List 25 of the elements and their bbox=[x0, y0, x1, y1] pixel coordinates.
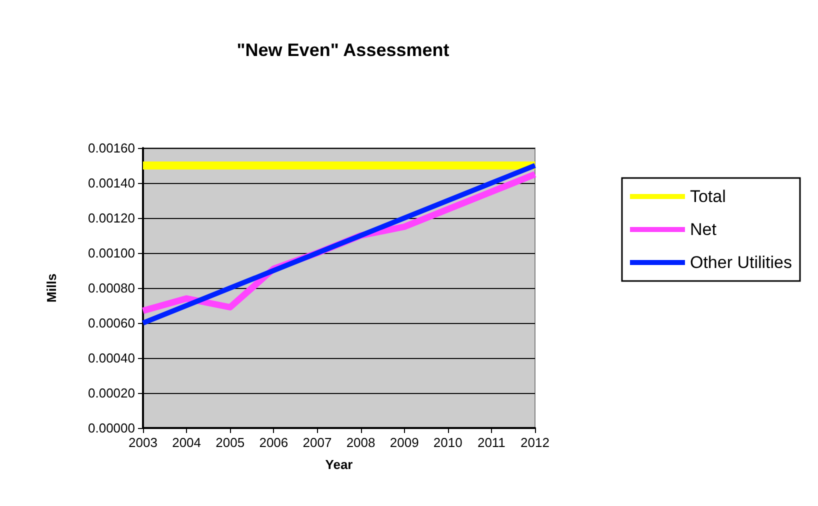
x-tick-label: 2005 bbox=[216, 435, 245, 450]
y-tick-label: 0.00040 bbox=[88, 350, 135, 366]
legend-label: Other Utilities bbox=[690, 253, 792, 272]
x-tick-label: 2012 bbox=[520, 435, 550, 450]
x-tick-label: 2010 bbox=[433, 435, 462, 450]
y-tick-label: 0.00120 bbox=[88, 210, 135, 226]
x-tick-label: 2011 bbox=[477, 435, 506, 450]
y-axis-title: Mills bbox=[44, 274, 59, 302]
x-tick-label: 2009 bbox=[390, 435, 419, 450]
x-tick-label: 2008 bbox=[346, 435, 376, 450]
chart-title: "New Even" Assessment bbox=[236, 40, 450, 60]
y-tick-label: 0.00020 bbox=[88, 386, 135, 400]
y-tick-label: 0.00080 bbox=[88, 280, 135, 296]
y-tick-label: 0.00140 bbox=[88, 176, 135, 190]
y-tick-label: 0.00060 bbox=[88, 316, 135, 330]
x-tick-label: 2004 bbox=[172, 435, 202, 450]
x-tick-label: 2006 bbox=[259, 435, 288, 450]
legend-label: Net bbox=[690, 220, 717, 239]
x-axis-title: Year bbox=[325, 457, 353, 472]
y-tick-label: 0.00160 bbox=[88, 140, 135, 156]
x-tick-label: 2003 bbox=[128, 435, 158, 450]
legend-label: Total bbox=[690, 187, 726, 206]
x-tick-label: 2007 bbox=[302, 435, 332, 450]
y-tick-label: 0.00100 bbox=[88, 246, 135, 260]
y-tick-label: 0.00000 bbox=[88, 420, 135, 436]
